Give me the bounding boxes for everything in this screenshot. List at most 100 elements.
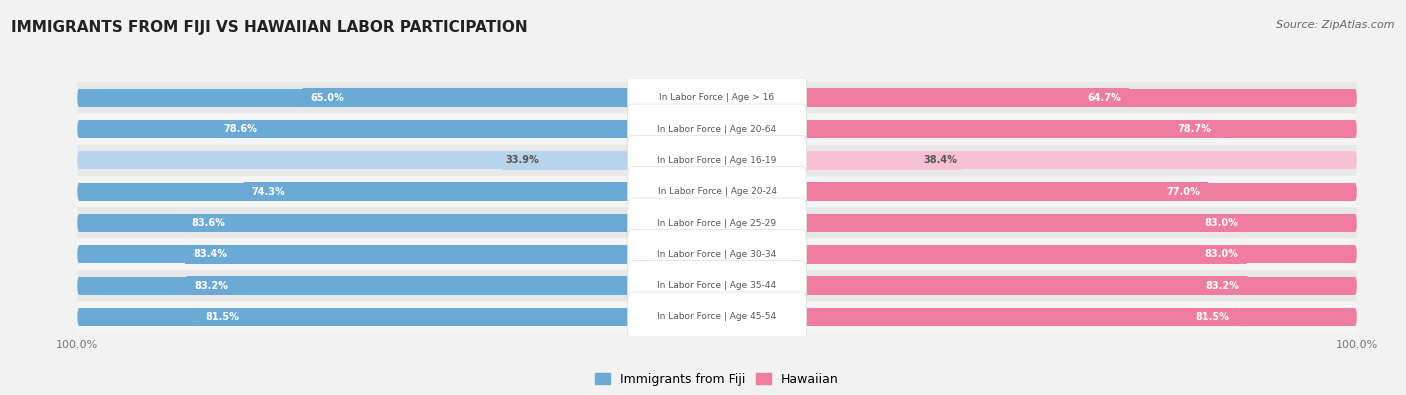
Bar bbox=[79, 120, 631, 138]
Bar bbox=[803, 276, 1355, 295]
Text: 83.0%: 83.0% bbox=[1205, 218, 1239, 228]
Circle shape bbox=[301, 88, 305, 107]
Bar bbox=[79, 276, 631, 295]
Text: 38.4%: 38.4% bbox=[924, 155, 957, 166]
Bar bbox=[803, 88, 1129, 107]
Bar bbox=[243, 182, 631, 201]
Circle shape bbox=[77, 214, 82, 232]
Text: In Labor Force | Age 25-29: In Labor Force | Age 25-29 bbox=[658, 218, 776, 228]
Circle shape bbox=[1353, 214, 1357, 232]
Text: 74.3%: 74.3% bbox=[252, 187, 285, 197]
FancyBboxPatch shape bbox=[77, 301, 1357, 333]
Circle shape bbox=[1353, 89, 1357, 107]
Bar bbox=[79, 151, 631, 169]
Circle shape bbox=[184, 276, 188, 295]
Circle shape bbox=[195, 308, 200, 326]
FancyBboxPatch shape bbox=[77, 176, 1357, 207]
Circle shape bbox=[1353, 151, 1357, 169]
Bar bbox=[79, 214, 631, 232]
Circle shape bbox=[242, 182, 246, 201]
Text: In Labor Force | Age 20-24: In Labor Force | Age 20-24 bbox=[658, 187, 776, 196]
Text: 83.2%: 83.2% bbox=[194, 281, 228, 291]
Bar bbox=[803, 308, 1355, 326]
Circle shape bbox=[1244, 214, 1249, 232]
Bar bbox=[502, 151, 631, 170]
Circle shape bbox=[1246, 276, 1250, 295]
Bar bbox=[79, 182, 631, 201]
Bar bbox=[186, 245, 631, 264]
Circle shape bbox=[214, 120, 218, 139]
Text: Source: ZipAtlas.com: Source: ZipAtlas.com bbox=[1277, 20, 1395, 30]
FancyBboxPatch shape bbox=[627, 198, 807, 248]
Circle shape bbox=[1244, 245, 1249, 264]
Circle shape bbox=[77, 182, 82, 201]
Text: 33.9%: 33.9% bbox=[505, 155, 538, 166]
Bar bbox=[803, 89, 1355, 107]
Text: In Labor Force | Age 35-44: In Labor Force | Age 35-44 bbox=[658, 281, 776, 290]
Text: 83.4%: 83.4% bbox=[193, 249, 226, 260]
Text: IMMIGRANTS FROM FIJI VS HAWAIIAN LABOR PARTICIPATION: IMMIGRANTS FROM FIJI VS HAWAIIAN LABOR P… bbox=[11, 20, 527, 35]
FancyBboxPatch shape bbox=[77, 145, 1357, 176]
Text: 65.0%: 65.0% bbox=[311, 93, 344, 103]
FancyBboxPatch shape bbox=[77, 239, 1357, 270]
Legend: Immigrants from Fiji, Hawaiian: Immigrants from Fiji, Hawaiian bbox=[596, 373, 838, 386]
Bar bbox=[803, 276, 1247, 295]
Circle shape bbox=[1353, 182, 1357, 201]
FancyBboxPatch shape bbox=[627, 73, 807, 123]
Text: In Labor Force | Age > 16: In Labor Force | Age > 16 bbox=[659, 93, 775, 102]
Bar bbox=[217, 120, 631, 139]
Circle shape bbox=[501, 151, 503, 170]
Bar bbox=[79, 89, 631, 107]
Circle shape bbox=[183, 214, 186, 232]
Circle shape bbox=[1353, 120, 1357, 138]
Text: In Labor Force | Age 20-64: In Labor Force | Age 20-64 bbox=[658, 124, 776, 134]
Bar bbox=[803, 151, 960, 170]
Circle shape bbox=[77, 151, 82, 169]
Text: 81.5%: 81.5% bbox=[1195, 312, 1229, 322]
FancyBboxPatch shape bbox=[627, 261, 807, 311]
Bar bbox=[79, 308, 631, 326]
FancyBboxPatch shape bbox=[77, 270, 1357, 301]
FancyBboxPatch shape bbox=[77, 113, 1357, 145]
Text: 83.2%: 83.2% bbox=[1206, 281, 1240, 291]
Circle shape bbox=[77, 89, 82, 107]
Bar bbox=[803, 245, 1355, 263]
Circle shape bbox=[77, 276, 82, 295]
Bar bbox=[198, 308, 631, 326]
Text: 83.0%: 83.0% bbox=[1205, 249, 1239, 260]
Circle shape bbox=[1206, 182, 1209, 201]
Circle shape bbox=[77, 245, 82, 263]
Text: 83.6%: 83.6% bbox=[191, 218, 226, 228]
Circle shape bbox=[77, 308, 82, 326]
FancyBboxPatch shape bbox=[627, 135, 807, 186]
Bar bbox=[803, 182, 1355, 201]
FancyBboxPatch shape bbox=[627, 292, 807, 342]
Bar bbox=[803, 214, 1246, 232]
Bar bbox=[803, 182, 1208, 201]
Text: In Labor Force | Age 45-54: In Labor Force | Age 45-54 bbox=[658, 312, 776, 322]
Bar bbox=[304, 88, 631, 107]
Circle shape bbox=[959, 151, 963, 170]
Bar bbox=[803, 308, 1236, 326]
Circle shape bbox=[1353, 308, 1357, 326]
Circle shape bbox=[1234, 308, 1239, 326]
Text: 78.7%: 78.7% bbox=[1177, 124, 1211, 134]
Circle shape bbox=[184, 245, 187, 264]
Text: 64.7%: 64.7% bbox=[1088, 93, 1122, 103]
Circle shape bbox=[1128, 88, 1130, 107]
Circle shape bbox=[1353, 276, 1357, 295]
FancyBboxPatch shape bbox=[627, 229, 807, 279]
FancyBboxPatch shape bbox=[627, 104, 807, 154]
FancyBboxPatch shape bbox=[77, 82, 1357, 113]
Circle shape bbox=[1353, 245, 1357, 263]
Bar bbox=[184, 214, 631, 232]
Bar bbox=[79, 245, 631, 263]
Text: In Labor Force | Age 16-19: In Labor Force | Age 16-19 bbox=[658, 156, 776, 165]
Bar bbox=[803, 214, 1355, 232]
FancyBboxPatch shape bbox=[627, 167, 807, 217]
Bar bbox=[803, 120, 1355, 138]
Text: 81.5%: 81.5% bbox=[205, 312, 239, 322]
Text: In Labor Force | Age 30-34: In Labor Force | Age 30-34 bbox=[658, 250, 776, 259]
Bar bbox=[803, 245, 1246, 264]
Circle shape bbox=[77, 120, 82, 138]
